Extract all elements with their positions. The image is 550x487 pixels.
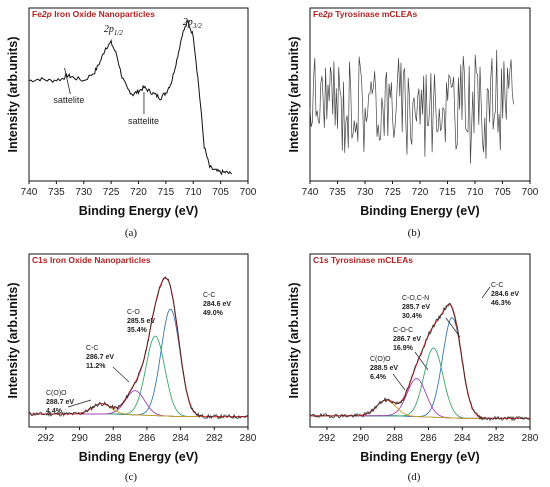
component-label: C(O)O: [46, 390, 67, 397]
plot-frame: [309, 253, 531, 428]
component-label: C-O,C-N: [402, 295, 429, 302]
x-tick-label: 705: [494, 187, 511, 198]
component-energy: 286.7 eV: [393, 336, 421, 343]
component-percent: 16.9%: [393, 345, 414, 352]
component-energy: 288.7 eV: [46, 399, 74, 406]
annotation-label: sattelite: [53, 95, 84, 105]
component-label: C-C: [491, 282, 503, 289]
panel-b: Fe2p Tyrosinase mCLEAs 740 735 730 725 720 715…: [287, 7, 539, 239]
x-tick-label: 280: [240, 433, 257, 444]
component-percent: 49.0%: [203, 310, 224, 317]
y-axis-label: Intensity (arb.units): [287, 283, 301, 399]
fit-component-3: [310, 378, 530, 419]
x-tick-label: 730: [75, 187, 92, 198]
component-label: C-C: [203, 292, 215, 299]
component-percent: 46.3%: [491, 300, 512, 307]
x-tick-label: 286: [420, 433, 437, 444]
y-axis-label: Intensity (arb.units): [287, 37, 301, 153]
component-energy: 285.7 eV: [402, 304, 430, 311]
component-arrow: [112, 366, 130, 383]
x-tick-label: 284: [172, 433, 189, 444]
x-tick-label: 725: [103, 187, 120, 198]
component-arrow: [392, 373, 406, 391]
chart-title: Fe2p Iron Oxide Nanoparticles: [32, 9, 155, 19]
x-tick-label: 705: [212, 187, 229, 198]
peak-label: 2p1/2: [104, 24, 123, 37]
component-label: C-O: [127, 309, 140, 316]
component-percent: 30.4%: [402, 313, 423, 320]
component-percent: 6.4%: [370, 374, 387, 381]
component-arrow: [445, 317, 461, 338]
x-tick-label: 735: [48, 187, 65, 198]
component-energy: 286.7 eV: [86, 354, 114, 361]
x-tick-label: 286: [139, 433, 156, 444]
x-tick-label: 280: [522, 433, 539, 444]
x-axis-label: Binding Energy (eV): [360, 450, 479, 464]
x-tick-label: 735: [329, 187, 346, 198]
x-axis-label: Binding Energy (eV): [360, 204, 479, 218]
series-line: [309, 49, 514, 164]
chart-title: Fe2p Tyrosinase mCLEAs: [313, 9, 418, 19]
chart-title: C1s Tyrosinase mCLEAs: [313, 255, 413, 265]
x-tick-label: 292: [38, 433, 55, 444]
component-energy: 284.6 eV: [203, 301, 231, 308]
component-label: C(O)O: [370, 356, 391, 363]
figure-caption: (b): [408, 227, 421, 239]
component-arrow: [414, 351, 429, 371]
component-percent: 4.4%: [46, 408, 63, 415]
component-arrow: [67, 399, 92, 408]
plot-frame: [28, 253, 249, 428]
x-tick-label: 700: [240, 187, 257, 198]
figure-caption: (d): [408, 471, 421, 483]
component-energy: 284.6 eV: [491, 291, 519, 298]
x-tick-label: 292: [319, 433, 336, 444]
panel-c: C1s Iron Oxide Nanoparticles 292 290 288 286…: [6, 253, 257, 483]
x-axis-label: Binding Energy (eV): [79, 204, 198, 218]
x-tick-label: 710: [185, 187, 202, 198]
x-tick-label: 715: [439, 187, 456, 198]
y-axis-label: Intensity (arb.units): [6, 283, 20, 399]
fit-component-1: [310, 317, 530, 419]
x-tick-label: 710: [467, 187, 484, 198]
raw-data-line: [309, 303, 531, 422]
x-axis-label: Binding Energy (eV): [79, 450, 198, 464]
x-tick-label: 282: [206, 433, 223, 444]
x-tick-label: 290: [352, 433, 369, 444]
panel-a: Fe2p Iron Oxide Nanoparticles 740 735 730 72…: [6, 7, 257, 239]
x-tick-label: 740: [302, 187, 319, 198]
x-tick-label: 290: [71, 433, 88, 444]
x-tick-label: 730: [357, 187, 374, 198]
x-tick-label: 282: [488, 433, 505, 444]
panel-d: C1s Tyrosinase mCLEAs 292 290 288 286 284 282 2…: [287, 253, 539, 483]
chart-title: C1s Iron Oxide Nanoparticles: [32, 255, 151, 265]
x-tick-label: 740: [21, 187, 38, 198]
figure-caption: (a): [125, 227, 138, 239]
x-tick-label: 288: [105, 433, 122, 444]
peak-label: 2p3/2: [183, 17, 202, 30]
annotation-arrow: [64, 67, 71, 95]
component-arrow: [481, 286, 491, 299]
x-tick-label: 715: [158, 187, 175, 198]
component-percent: 35.4%: [127, 327, 148, 334]
x-tick-label: 284: [454, 433, 471, 444]
raw-data-line: [28, 276, 249, 420]
fit-envelope: [310, 303, 530, 419]
x-tick-label: 720: [130, 187, 147, 198]
component-label: C-O-C: [393, 327, 413, 334]
x-tick-label: 720: [412, 187, 429, 198]
x-tick-label: 288: [386, 433, 403, 444]
component-percent: 11.2%: [86, 363, 106, 370]
annotation-label: sattelite: [128, 116, 159, 126]
figure-caption: (c): [125, 471, 138, 483]
x-tick-label: 725: [384, 187, 401, 198]
y-axis-label: Intensity (arb.units): [6, 37, 20, 153]
component-energy: 285.5 eV: [127, 318, 155, 325]
component-energy: 288.5 eV: [370, 365, 398, 372]
x-tick-label: 700: [522, 187, 539, 198]
component-label: C-C: [86, 345, 98, 352]
series-line: [28, 19, 233, 176]
